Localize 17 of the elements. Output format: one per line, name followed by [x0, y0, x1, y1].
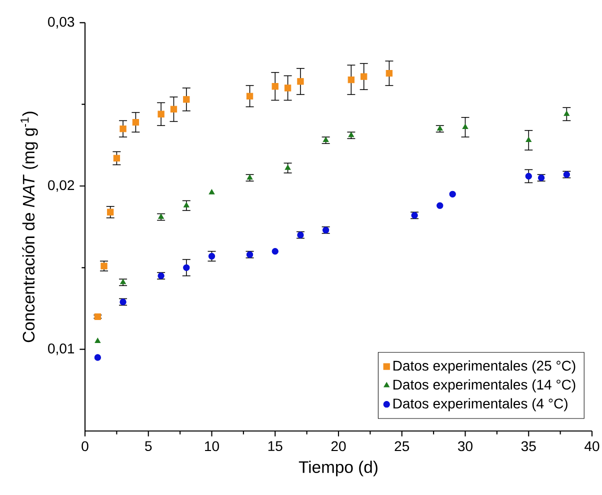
legend-label: Datos experimentales (25 °C)	[393, 360, 576, 374]
x-tick-label: 15	[268, 441, 282, 452]
x-tick-label: 5	[145, 441, 152, 452]
x-tick-label: 35	[521, 441, 536, 452]
x-tick-label: 0	[82, 441, 88, 452]
x-tick-label: 20	[331, 441, 346, 452]
x-tick-label: 30	[458, 441, 472, 452]
y-tick-label: 0,01	[48, 344, 74, 356]
x-tick-label: 25	[394, 441, 410, 452]
y-tick-label: 0,03	[48, 16, 74, 28]
legend-label: Datos experimentales (4 °C)	[393, 398, 568, 412]
y-tick-label: 0,02	[48, 180, 74, 192]
x-tick-label: 10	[205, 441, 219, 452]
y-axis-title: Concentración de NAT (mg g$^{-1}$)	[20, 112, 38, 342]
x-tick-label: 40	[584, 441, 600, 452]
legend-label: Datos experimentales (14 °C)	[393, 379, 576, 392]
x-axis-title: Tiempo (d)	[298, 460, 378, 476]
